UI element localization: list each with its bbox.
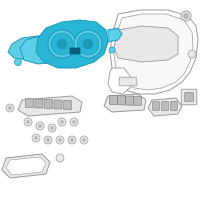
- Circle shape: [26, 120, 30, 124]
- Circle shape: [68, 136, 76, 144]
- Circle shape: [80, 136, 88, 144]
- FancyBboxPatch shape: [119, 77, 137, 86]
- Circle shape: [58, 138, 62, 142]
- Circle shape: [56, 154, 64, 162]
- FancyBboxPatch shape: [126, 96, 134, 105]
- Circle shape: [82, 138, 86, 142]
- Circle shape: [74, 30, 102, 58]
- FancyBboxPatch shape: [44, 99, 52, 108]
- Circle shape: [48, 30, 76, 58]
- Polygon shape: [104, 94, 146, 112]
- FancyBboxPatch shape: [118, 96, 126, 105]
- FancyBboxPatch shape: [181, 89, 197, 105]
- FancyBboxPatch shape: [110, 96, 118, 104]
- Polygon shape: [114, 26, 178, 62]
- Circle shape: [51, 33, 73, 55]
- Polygon shape: [2, 154, 50, 178]
- Circle shape: [83, 39, 93, 49]
- Circle shape: [57, 39, 67, 49]
- Polygon shape: [108, 28, 122, 42]
- Circle shape: [72, 120, 76, 124]
- Circle shape: [70, 118, 78, 126]
- Circle shape: [60, 120, 64, 124]
- Circle shape: [109, 47, 115, 53]
- Circle shape: [8, 106, 12, 110]
- Polygon shape: [36, 20, 108, 68]
- Circle shape: [56, 136, 64, 144]
- FancyBboxPatch shape: [153, 102, 159, 110]
- FancyBboxPatch shape: [171, 102, 177, 110]
- Circle shape: [44, 136, 52, 144]
- Circle shape: [36, 122, 44, 130]
- FancyBboxPatch shape: [35, 99, 43, 108]
- FancyBboxPatch shape: [64, 100, 72, 110]
- Circle shape: [32, 134, 40, 142]
- Circle shape: [14, 58, 22, 66]
- FancyBboxPatch shape: [162, 102, 168, 110]
- FancyBboxPatch shape: [54, 100, 62, 109]
- FancyBboxPatch shape: [134, 96, 142, 105]
- Polygon shape: [110, 10, 198, 94]
- Polygon shape: [148, 98, 182, 116]
- Polygon shape: [18, 96, 82, 116]
- Circle shape: [184, 14, 188, 19]
- Circle shape: [6, 104, 14, 112]
- Polygon shape: [108, 68, 130, 94]
- Circle shape: [38, 124, 42, 128]
- Polygon shape: [8, 36, 58, 60]
- Polygon shape: [114, 14, 193, 90]
- Circle shape: [181, 11, 191, 21]
- Circle shape: [188, 50, 196, 58]
- FancyBboxPatch shape: [26, 98, 34, 108]
- Circle shape: [70, 138, 74, 142]
- Circle shape: [50, 126, 54, 130]
- Circle shape: [77, 33, 99, 55]
- Circle shape: [46, 138, 50, 142]
- Circle shape: [48, 124, 56, 132]
- FancyBboxPatch shape: [185, 93, 193, 101]
- Polygon shape: [6, 157, 46, 175]
- Circle shape: [34, 136, 38, 140]
- Polygon shape: [20, 36, 74, 64]
- Circle shape: [58, 118, 66, 126]
- FancyBboxPatch shape: [70, 47, 80, 54]
- Circle shape: [24, 118, 32, 126]
